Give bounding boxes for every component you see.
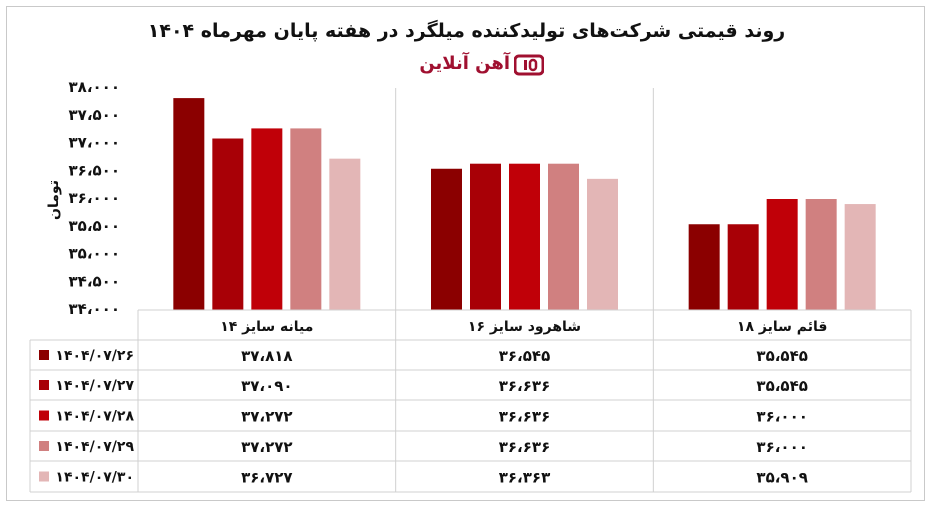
data-value-cell: ۳۶،۰۰۰ bbox=[756, 438, 807, 456]
bar bbox=[329, 158, 361, 310]
data-value-cell: ۳۶،۶۳۶ bbox=[499, 438, 550, 456]
bar bbox=[766, 199, 798, 310]
legend-date-label: ۱۴۰۴/۰۷/۲۹ bbox=[55, 439, 134, 455]
data-value-cell: ۳۷،۰۹۰ bbox=[241, 377, 292, 395]
bar bbox=[470, 163, 501, 310]
bar bbox=[548, 163, 579, 310]
legend-swatch bbox=[39, 441, 49, 451]
data-value-cell: ۳۶،۵۴۵ bbox=[499, 347, 550, 365]
y-tick-label: ۳۴،۰۰۰ bbox=[69, 300, 120, 318]
bar bbox=[805, 199, 837, 310]
legend-swatch bbox=[39, 350, 49, 360]
legend-swatch bbox=[39, 471, 49, 482]
data-value-cell: ۳۶،۷۲۷ bbox=[241, 469, 292, 487]
bar bbox=[509, 163, 540, 310]
legend-swatch bbox=[39, 380, 49, 390]
y-axis-label: تومان bbox=[46, 180, 62, 220]
category-label: شاهرود سایز ۱۶ bbox=[468, 319, 581, 335]
data-value-cell: ۳۷،۲۷۲ bbox=[241, 408, 292, 426]
y-tick-label: ۳۶،۵۰۰ bbox=[69, 161, 120, 179]
data-value-cell: ۳۶،۳۶۳ bbox=[499, 469, 550, 487]
data-value-cell: ۳۶،۰۰۰ bbox=[756, 408, 807, 426]
y-tick-label: ۳۸،۰۰۰ bbox=[69, 78, 120, 96]
legend-date-label: ۱۴۰۴/۰۷/۲۷ bbox=[55, 378, 134, 394]
brand-logo: آهن آنلاین bbox=[388, 50, 548, 80]
bar bbox=[431, 168, 462, 310]
bar bbox=[173, 98, 205, 310]
bar bbox=[290, 128, 322, 310]
bar bbox=[727, 224, 759, 310]
data-value-cell: ۳۷،۲۷۲ bbox=[241, 438, 292, 456]
bar bbox=[251, 128, 283, 310]
y-tick-label: ۳۷،۵۰۰ bbox=[69, 106, 120, 124]
data-value-cell: ۳۵،۹۰۹ bbox=[756, 469, 807, 487]
legend-swatch bbox=[39, 410, 49, 421]
data-value-cell: ۳۷،۸۱۸ bbox=[241, 347, 292, 365]
y-tick-label: ۳۵،۵۰۰ bbox=[69, 217, 120, 235]
data-value-cell: ۳۵،۵۴۵ bbox=[756, 377, 807, 395]
category-label: میانه سایز ۱۴ bbox=[220, 319, 313, 335]
bar bbox=[688, 224, 720, 310]
brand-mark-icon bbox=[514, 54, 544, 76]
data-value-cell: ۳۶،۶۳۶ bbox=[499, 377, 550, 395]
legend-date-label: ۱۴۰۴/۰۷/۲۶ bbox=[55, 348, 134, 364]
y-tick-label: ۳۷،۰۰۰ bbox=[69, 134, 120, 152]
bar bbox=[587, 178, 618, 310]
y-tick-label: ۳۶،۰۰۰ bbox=[69, 189, 120, 207]
data-value-cell: ۳۵،۵۴۵ bbox=[756, 347, 807, 365]
y-tick-label: ۳۵،۰۰۰ bbox=[69, 245, 120, 263]
legend-date-label: ۱۴۰۴/۰۷/۲۸ bbox=[55, 409, 134, 425]
data-value-cell: ۳۶،۶۳۶ bbox=[499, 408, 550, 426]
category-label: قائم سایز ۱۸ bbox=[737, 319, 828, 335]
legend-date-label: ۱۴۰۴/۰۷/۳۰ bbox=[55, 470, 134, 486]
y-tick-label: ۳۴،۵۰۰ bbox=[69, 272, 120, 290]
chart-title: روند قیمتی شرکت‌های تولیدکننده میلگرد در… bbox=[147, 20, 786, 42]
bar bbox=[212, 138, 244, 310]
brand-logo-text: آهن آنلاین bbox=[419, 53, 510, 74]
bar bbox=[844, 204, 876, 310]
